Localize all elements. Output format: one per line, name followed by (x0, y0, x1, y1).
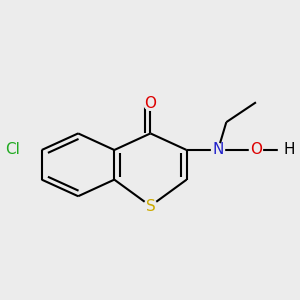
Circle shape (249, 143, 262, 157)
Circle shape (144, 200, 157, 212)
Text: Cl: Cl (5, 142, 20, 158)
Text: O: O (145, 96, 157, 111)
Text: N: N (212, 142, 224, 158)
Circle shape (212, 143, 224, 157)
Circle shape (144, 97, 157, 110)
Text: O: O (250, 142, 262, 158)
Text: S: S (146, 199, 155, 214)
Text: H: H (284, 142, 295, 158)
Circle shape (11, 141, 29, 159)
Circle shape (278, 145, 289, 155)
